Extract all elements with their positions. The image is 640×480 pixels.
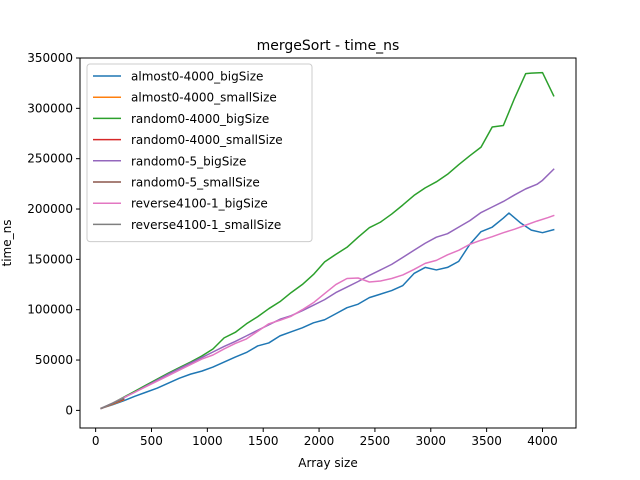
x-tick-label-0: 0 (92, 434, 100, 448)
series-line-7 (100, 397, 125, 410)
y-tick-label-1: 50000 (35, 353, 73, 367)
x-tick-label-6: 3000 (416, 434, 447, 448)
legend: almost0-4000_bigSize almost0-4000_smallSi… (86, 63, 313, 243)
y-axis-label: time_ns (0, 220, 14, 267)
y-tick-label-6: 300000 (27, 101, 73, 115)
legend-label-0: almost0-4000_bigSize (131, 70, 263, 84)
series-line-4 (100, 168, 555, 410)
y-tick-label-5: 250000 (27, 152, 73, 166)
legend-label-6: reverse4100-1_bigSize (131, 197, 268, 211)
legend-label-5: random0-5_smallSize (131, 176, 260, 190)
y-tick-label-0: 0 (65, 403, 73, 417)
x-tick-label-4: 2000 (304, 434, 335, 448)
x-tick-label-1: 500 (140, 434, 163, 448)
axes-layer: 0 500 1000 1500 2000 2500 3000 3500 4000 0 50000 10… (27, 51, 577, 448)
legend-label-3: random0-4000_smallSize (131, 133, 283, 147)
plot-frame (79, 57, 577, 429)
series-line-6 (100, 214, 555, 410)
legend-label-4: random0-5_bigSize (131, 154, 246, 168)
y-tick-label-2: 100000 (27, 303, 73, 317)
chart-title: mergeSort - time_ns (257, 38, 400, 54)
y-tick-label-7: 350000 (27, 51, 73, 65)
x-tick-label-5: 2500 (360, 434, 391, 448)
x-tick-label-8: 4000 (527, 434, 558, 448)
series-line-0 (100, 212, 555, 410)
legend-box (86, 63, 313, 243)
x-axis-label: Array size (298, 456, 357, 470)
legend-label-2: random0-4000_bigSize (131, 112, 269, 126)
x-tick-label-3: 1500 (248, 434, 279, 448)
legend-label-1: almost0-4000_smallSize (131, 91, 277, 105)
y-tick-label-4: 200000 (27, 202, 73, 216)
x-tick-label-7: 3500 (471, 434, 502, 448)
series-layer (100, 71, 555, 410)
x-tick-label-2: 1000 (192, 434, 223, 448)
legend-label-7: reverse4100-1_smallSize (131, 218, 281, 232)
series-line-2 (100, 71, 555, 410)
y-tick-label-3: 150000 (27, 252, 73, 266)
